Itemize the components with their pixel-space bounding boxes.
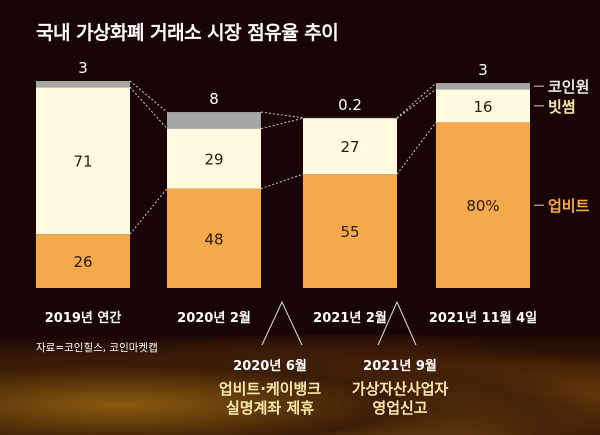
bar-segment-업비트	[436, 122, 530, 289]
category-label: 2020년 2월	[177, 310, 251, 326]
connector-line	[260, 117, 304, 130]
bar-segment-업비트	[36, 234, 130, 288]
data-label: 3	[78, 59, 88, 77]
bar-segment-코인원	[303, 117, 397, 119]
bar-segment-코인원	[436, 83, 530, 90]
bar-segment-코인원	[36, 81, 130, 88]
event-date: 2021년 9월	[363, 359, 437, 374]
data-label: 8	[209, 90, 219, 108]
event-annotation-2: 2021년 9월 가상자산사업자 영업신고	[335, 355, 465, 418]
connector-line	[129, 188, 168, 235]
connector-line	[396, 88, 437, 119]
event-text-line1: 업비트·케이뱅크	[218, 380, 322, 398]
event-annotation-1: 2020년 6월 업비트·케이뱅크 실명계좌 제휴	[205, 355, 335, 418]
connector-line	[396, 82, 437, 119]
source-note: 자료=코인힐스, 코인마켓캡	[36, 342, 158, 354]
event-text-line2: 영업신고	[372, 399, 428, 417]
connector-line	[129, 86, 168, 129]
data-label: 71	[73, 153, 92, 171]
data-label: 55	[340, 223, 359, 241]
bar-segment-빗썸	[167, 128, 261, 189]
bar-segment-빗썸	[303, 118, 397, 175]
connector-line	[260, 111, 304, 119]
data-label: 48	[204, 230, 223, 248]
connector-line	[129, 80, 168, 113]
bar-segment-빗썸	[36, 87, 130, 235]
bar-segment-업비트	[303, 174, 397, 288]
category-label: 2021년 2월	[313, 310, 387, 326]
data-label: 27	[340, 138, 359, 156]
connector-line	[396, 122, 437, 175]
data-label: 29	[204, 151, 223, 169]
event-caret	[261, 300, 303, 346]
event-caret	[377, 300, 417, 346]
category-label: 2019년 연간	[45, 310, 122, 326]
category-label: 2021년 11월 4일	[429, 310, 537, 326]
data-label: 26	[73, 253, 92, 271]
event-text-line2: 실명계좌 제휴	[225, 399, 315, 417]
event-date: 2020년 6월	[233, 359, 307, 374]
data-label: 16	[473, 98, 492, 116]
event-text-line1: 가상자산사업자	[351, 380, 449, 398]
legend-label: 빗썸	[548, 98, 576, 116]
bar-segment-업비트	[167, 188, 261, 288]
data-label: 80%	[466, 197, 499, 215]
legend-label: 코인원	[548, 78, 589, 96]
data-label: 0.2	[338, 96, 362, 114]
bar-segment-코인원	[167, 112, 261, 129]
bitcoin-background-image	[0, 335, 600, 435]
legend-label: 업비트	[548, 197, 590, 215]
connector-line	[260, 173, 304, 190]
chart-title: 국내 가상화폐 거래소 시장 점유율 추이	[36, 22, 339, 44]
bar-segment-빗썸	[436, 89, 530, 123]
data-label: 3	[478, 61, 488, 79]
